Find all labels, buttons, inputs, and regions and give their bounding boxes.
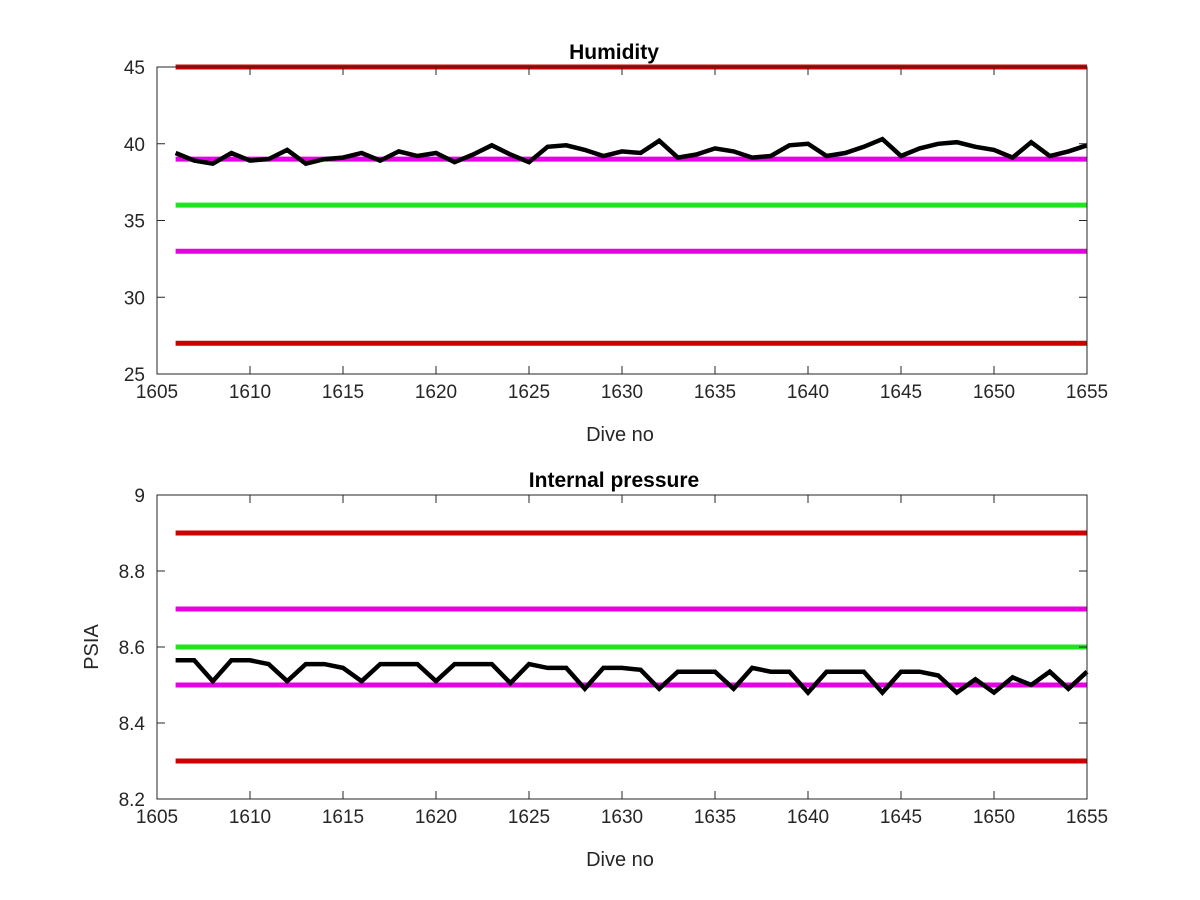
pressure-x-tick-label: 1635: [694, 807, 736, 828]
pressure-data-line: [175, 658, 1089, 696]
humidity-x-tick-label: 1635: [694, 382, 736, 403]
pressure-y-tick-label: 9: [134, 486, 145, 507]
humidity-y-tick-label: 30: [124, 288, 145, 309]
pressure-chart-title: Internal pressure: [529, 469, 699, 492]
humidity-y-tick-label: 45: [124, 58, 145, 79]
pressure-x-tick-label: 1655: [1066, 807, 1108, 828]
humidity-series: [174, 136, 1088, 167]
humidity-x-tick-label: 1655: [1066, 382, 1108, 403]
humidity-x-tick-label: 1610: [229, 382, 271, 403]
humidity-reference-lines: [175, 64, 1087, 346]
pressure-reference-lines: [175, 530, 1087, 764]
humidity-ticks: 1605 1610 1615 1620 1625 1630 1635 1640 1645 1650…: [124, 58, 1108, 403]
pressure-x-tick-label: 1645: [880, 807, 922, 828]
pressure-x-tick-label: 1625: [508, 807, 550, 828]
pressure-x-tick-label: 1650: [973, 807, 1015, 828]
pressure-x-tick-label: 1605: [136, 807, 178, 828]
pressure-y-tick-label: 8.2: [119, 790, 145, 811]
humidity-x-tick-label: 1605: [136, 382, 178, 403]
pressure-y-tick-label: 8.6: [119, 638, 145, 659]
humidity-chart-title: Humidity: [569, 41, 659, 64]
humidity-x-axis-label: Dive no: [586, 424, 654, 446]
pressure-y-tick-label: 8.4: [119, 714, 146, 735]
humidity-x-tick-label: 1630: [601, 382, 643, 403]
pressure-x-tick-label: 1615: [322, 807, 364, 828]
pressure-x-axis-label: Dive no: [586, 849, 654, 871]
pressure-ticks: 1605 1610 1615 1620 1625 1630 1635 1640 1645 1650…: [119, 486, 1109, 828]
pressure-y-tick-label: 8.8: [119, 562, 145, 583]
humidity-axes-box: [156, 66, 1088, 375]
pressure-x-tick-label: 1620: [415, 807, 457, 828]
humidity-data-line: [174, 136, 1088, 167]
pressure-x-tick-label: 1640: [787, 807, 829, 828]
humidity-y-tick-label: 25: [124, 365, 145, 386]
humidity-x-tick-label: 1625: [508, 382, 550, 403]
pressure-y-axis-label: PSIA: [81, 624, 103, 670]
humidity-y-tick-label: 35: [124, 212, 145, 233]
humidity-x-tick-label: 1640: [787, 382, 829, 403]
humidity-x-tick-label: 1620: [415, 382, 457, 403]
humidity-x-tick-label: 1645: [880, 382, 922, 403]
humidity-x-tick-label: 1615: [322, 382, 364, 403]
pressure-series: [175, 658, 1089, 696]
humidity-panel: 1605 1610 1615 1620 1625 1630 1635 1640 1645 1650…: [124, 41, 1108, 446]
pressure-panel: 1605 1610 1615 1620 1625 1630 1635 1640 1645 1650…: [81, 469, 1108, 871]
pressure-x-tick-label: 1610: [229, 807, 271, 828]
pressure-x-tick-label: 1630: [601, 807, 643, 828]
humidity-y-tick-label: 40: [124, 135, 145, 156]
humidity-x-tick-label: 1650: [973, 382, 1015, 403]
